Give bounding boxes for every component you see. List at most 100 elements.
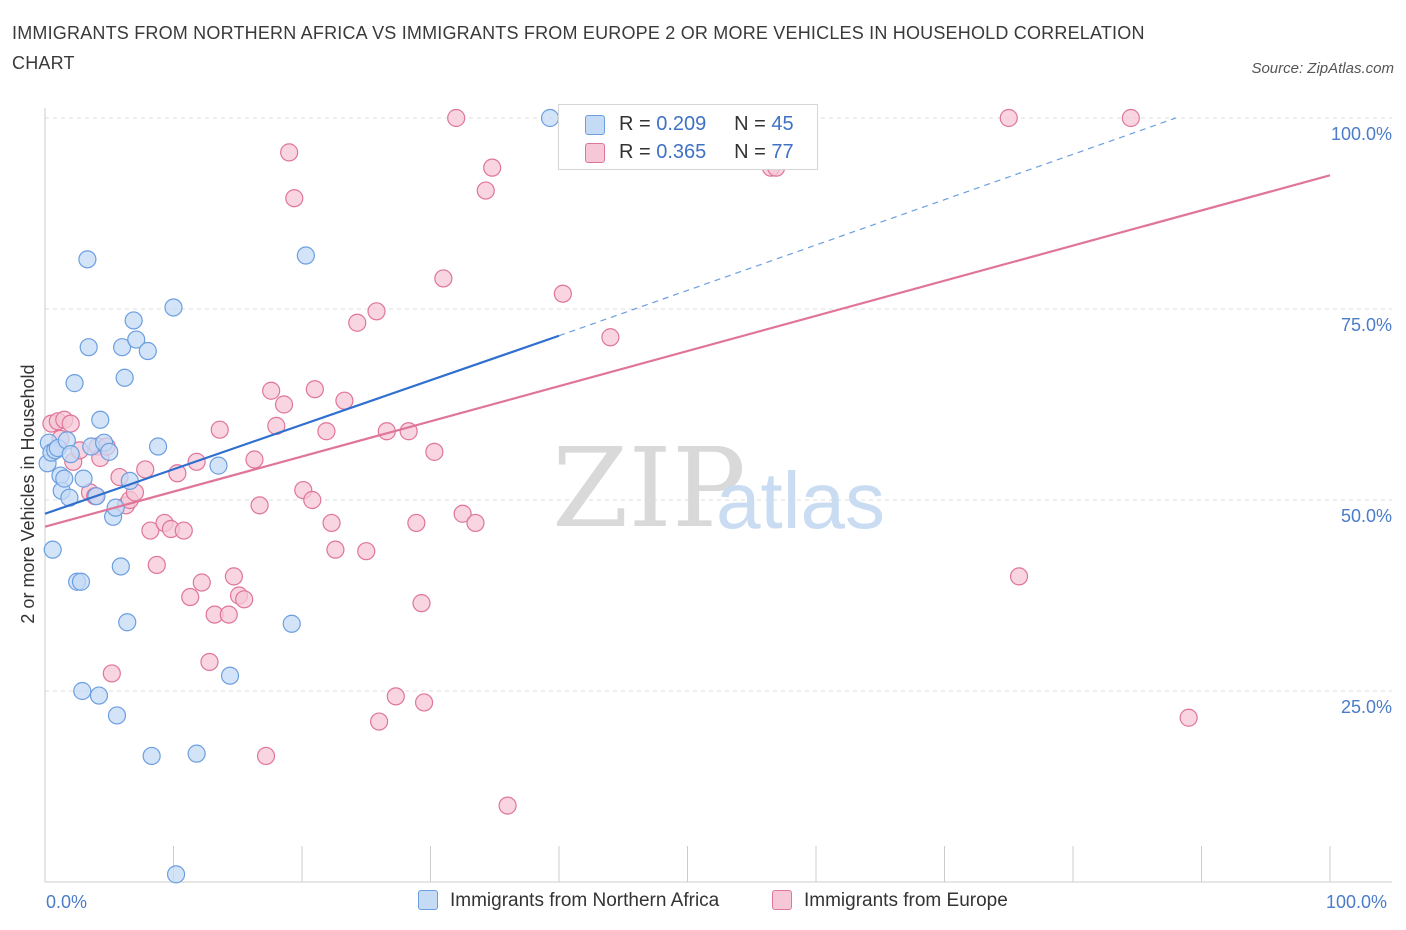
point-europe-61 [447, 108, 466, 128]
point-north-africa-15 [73, 681, 92, 701]
y-tick-label-3: 100.0% [1331, 124, 1392, 144]
n-value-europe: 77 [771, 141, 794, 163]
x-tick-label-max: 100.0% [1326, 892, 1387, 912]
point-north-africa-17 [78, 250, 97, 269]
point-europe-47 [326, 540, 345, 559]
point-north-africa-34 [127, 330, 146, 349]
point-europe-26 [192, 573, 211, 592]
point-europe-37 [262, 381, 281, 400]
point-north-africa-42 [220, 666, 240, 685]
point-north-africa-14 [71, 572, 91, 591]
r-label: R = [619, 113, 651, 135]
point-north-africa-27 [107, 706, 127, 725]
point-north-africa-16 [74, 469, 93, 488]
point-europe-57 [412, 594, 431, 613]
point-north-africa-22 [91, 410, 110, 429]
legend-label-europe: Immigrants from Europe [804, 890, 1008, 911]
point-europe-34 [245, 450, 264, 469]
point-north-africa-31 [118, 613, 137, 632]
trend-lines [44, 117, 1331, 528]
point-north-africa-30 [115, 368, 134, 387]
point-north-africa-44 [296, 246, 315, 265]
point-north-africa-3 [43, 540, 62, 559]
point-europe-54 [386, 687, 405, 706]
y-axis-label: 2 or more Vehicles in Household [18, 364, 38, 623]
point-north-africa-39 [166, 865, 186, 884]
n-label: N = [734, 113, 766, 135]
point-europe-19 [147, 555, 166, 575]
point-europe-48 [335, 391, 354, 410]
series-europe-points [42, 108, 1198, 815]
point-europe-62 [453, 504, 472, 523]
watermark: ZIP atlas [552, 424, 885, 552]
y-tick-label-2: 75.0% [1341, 315, 1392, 335]
point-europe-44 [305, 380, 324, 399]
watermark-zip: ZIP [552, 424, 746, 552]
point-north-africa-11 [61, 445, 80, 464]
point-europe-30 [219, 605, 238, 624]
point-europe-18 [141, 521, 160, 540]
point-north-africa-29 [112, 338, 132, 357]
point-north-africa-18 [79, 338, 98, 357]
point-europe-74 [999, 108, 1018, 128]
point-europe-66 [498, 796, 517, 815]
source-label: Source: ZipAtlas.com [1251, 60, 1394, 77]
point-europe-60 [434, 269, 453, 288]
legend-swatch-europe [772, 890, 792, 910]
point-europe-43 [303, 490, 322, 510]
r-value-europe: 0.365 [656, 141, 707, 163]
legend-row-europe: R = 0.365 N = 77 [559, 139, 817, 167]
point-north-africa-12 [65, 374, 84, 393]
point-europe-45 [317, 422, 336, 441]
point-europe-75 [1121, 108, 1140, 128]
trend-line-north-africa [44, 334, 560, 515]
axes [44, 108, 1392, 883]
chart-title: IMMIGRANTS FROM NORTHERN AFRICA VS IMMIG… [12, 23, 1145, 73]
point-europe-59 [425, 442, 444, 461]
point-europe-3 [61, 414, 80, 433]
correlation-legend: R = 0.209 N = 45 R = 0.365 N = 77 [558, 104, 818, 170]
legend-swatch-north-africa [585, 115, 605, 135]
series-north-africa-points [38, 108, 560, 884]
point-europe-23 [174, 521, 193, 540]
point-europe-76 [1179, 708, 1198, 727]
point-north-africa-24 [100, 442, 119, 461]
point-europe-64 [476, 181, 495, 200]
point-europe-36 [256, 746, 276, 766]
point-north-africa-33 [124, 311, 143, 330]
point-europe-49 [348, 313, 367, 332]
r-label: R = [619, 141, 651, 163]
point-europe-50 [357, 542, 376, 561]
point-europe-58 [414, 693, 434, 712]
trend-line-europe [44, 174, 1331, 528]
point-europe-51 [367, 302, 386, 321]
point-europe-24 [181, 587, 200, 607]
point-europe-73 [1009, 567, 1029, 586]
point-europe-27 [200, 652, 219, 672]
point-north-africa-45 [540, 108, 560, 128]
y-tick-labels: 25.0% 50.0% 75.0% 100.0% [1331, 124, 1392, 717]
legend-item-europe[interactable]: Immigrants from Europe [772, 890, 1008, 912]
point-north-africa-40 [187, 744, 206, 763]
point-europe-56 [407, 513, 426, 533]
point-north-africa-41 [209, 456, 228, 475]
legend-row-north-africa: R = 0.209 N = 45 [559, 111, 817, 139]
y-tick-label-1: 50.0% [1341, 506, 1392, 526]
point-europe-35 [250, 496, 269, 515]
point-north-africa-43 [282, 614, 301, 633]
point-north-africa-28 [111, 557, 130, 576]
point-europe-67 [553, 284, 572, 303]
point-north-africa-35 [138, 341, 157, 361]
point-europe-40 [280, 143, 299, 162]
point-europe-46 [322, 513, 341, 533]
point-europe-17 [136, 460, 155, 479]
watermark-atlas: atlas [716, 456, 885, 545]
legend-swatch-north-africa [418, 890, 438, 910]
point-north-africa-37 [148, 437, 168, 456]
n-label: N = [734, 141, 766, 163]
r-value-north-africa: 0.209 [656, 113, 707, 135]
y-tick-label-0: 25.0% [1341, 697, 1392, 717]
series-legend: Immigrants from Northern Africa Immigran… [0, 888, 1406, 916]
legend-item-north-africa[interactable]: Immigrants from Northern Africa [418, 890, 719, 912]
